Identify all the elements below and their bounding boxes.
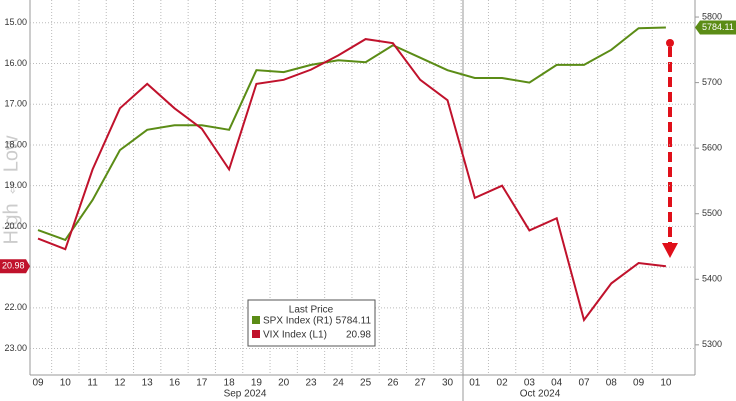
x-tick-label: 17 [196, 378, 208, 389]
badge-label: 5784.11 [702, 22, 734, 32]
value-badge [695, 20, 736, 35]
y-tick-label: 22.00 [4, 302, 27, 312]
y2-tick-label: 5400 [702, 274, 722, 284]
x-tick-label: 02 [497, 378, 509, 389]
x-tick-label: 03 [524, 378, 536, 389]
y-tick-label: 23.00 [4, 343, 27, 353]
axis-note: High ⇔ Low [0, 135, 22, 244]
x-tick-label: 20 [278, 378, 290, 389]
y-tick-label: 17.00 [4, 99, 27, 109]
x-tick-label: 11 [87, 378, 98, 389]
x-tick-label: 23 [305, 378, 317, 389]
x-tick-label: 10 [60, 378, 72, 389]
x-tick-label: 27 [415, 378, 427, 389]
y2-tick-label: 5600 [702, 143, 722, 153]
y-tick-label: 18.00 [4, 139, 27, 149]
x-tick-label: 30 [442, 378, 454, 389]
y2-tick-label: 5500 [702, 208, 722, 218]
y-tick-label: 16.00 [4, 58, 27, 68]
x-tick-label: 09 [633, 378, 645, 389]
month-label: Sep 2024 [224, 389, 267, 400]
legend-value: 5784.11 [336, 316, 372, 327]
month-label: Oct 2024 [520, 389, 561, 400]
legend-label: SPX Index (R1) [263, 316, 332, 327]
x-tick-label: 24 [333, 378, 345, 389]
y2-tick-label: 5700 [702, 77, 722, 87]
value-badge [0, 259, 30, 274]
y-tick-label: 15.00 [4, 17, 27, 27]
y2-tick-label: 5300 [702, 339, 722, 349]
legend-swatch [252, 316, 260, 324]
line-series [37, 38, 667, 323]
x-tick-label: 19 [251, 378, 263, 389]
x-tick-label: 12 [114, 378, 126, 389]
x-tick-label: 01 [469, 378, 481, 389]
x-tick-label: 08 [606, 378, 618, 389]
line-series [37, 26, 666, 242]
y-tick-label: 20.00 [4, 221, 27, 231]
badge-label: 20.98 [2, 261, 25, 271]
legend: Last Price SPX Index (R1) 5784.11 VIX In… [247, 299, 376, 347]
legend-swatch [252, 330, 260, 338]
x-tick-label: 25 [360, 378, 372, 389]
x-tick-label: 10 [660, 378, 672, 389]
legend-value: 20.98 [346, 330, 371, 341]
y-tick-label: 19.00 [4, 180, 27, 190]
annotation-arrow [662, 39, 678, 258]
x-tick-label: 18 [224, 378, 236, 389]
x-tick-label: 26 [387, 378, 399, 389]
x-tick-label: 16 [169, 378, 181, 389]
x-tick-label: 07 [578, 378, 590, 389]
x-tick-label: 09 [32, 378, 44, 389]
x-tick-label: 13 [142, 378, 154, 389]
legend-label: VIX Index (L1) [263, 330, 327, 341]
y2-tick-label: 5800 [702, 11, 722, 21]
legend-title: Last Price [289, 305, 334, 316]
x-tick-label: 04 [551, 378, 563, 389]
